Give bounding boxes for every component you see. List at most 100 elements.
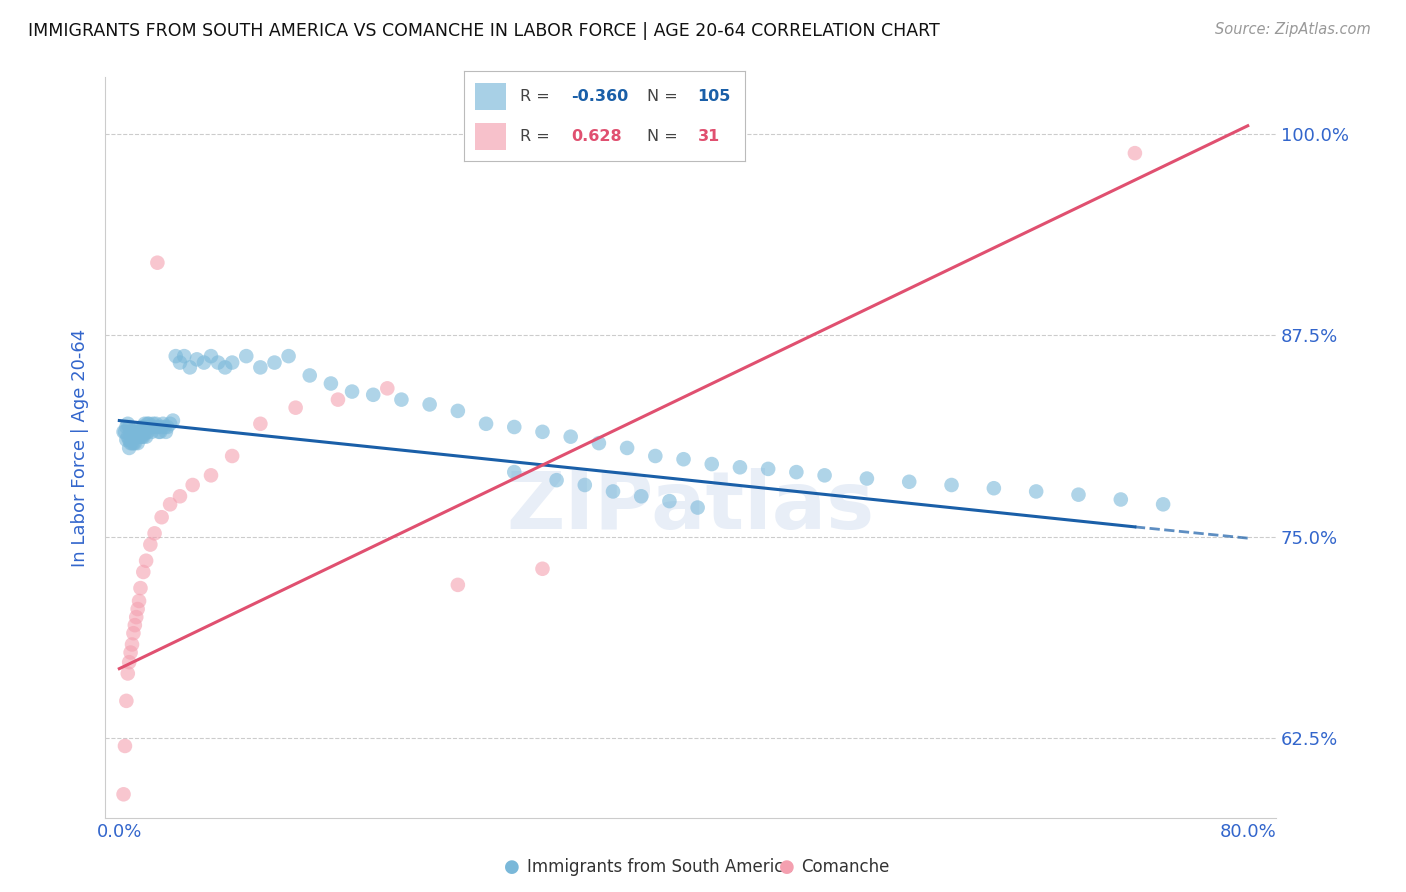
- Point: [340, 384, 363, 399]
- Point: [145, 417, 167, 431]
- Point: [146, 420, 169, 434]
- Point: [785, 465, 807, 479]
- Point: [125, 610, 148, 624]
- Point: [131, 420, 153, 434]
- Point: [630, 489, 652, 503]
- Point: [447, 578, 470, 592]
- Point: [114, 425, 136, 439]
- Point: [138, 417, 160, 431]
- Point: [856, 471, 879, 485]
- Point: [120, 425, 142, 439]
- Point: [121, 638, 143, 652]
- Point: [127, 602, 149, 616]
- Text: R =: R =: [520, 129, 560, 144]
- Point: [898, 475, 921, 489]
- Point: [124, 618, 146, 632]
- Y-axis label: In Labor Force | Age 20-64: In Labor Force | Age 20-64: [72, 329, 89, 567]
- Point: [193, 355, 215, 369]
- Point: [143, 526, 166, 541]
- Point: [214, 360, 236, 375]
- Point: [284, 401, 307, 415]
- Point: [221, 449, 243, 463]
- Point: [114, 739, 136, 753]
- Point: [124, 425, 146, 439]
- Point: [813, 468, 835, 483]
- Point: [125, 425, 148, 439]
- Point: [159, 417, 181, 431]
- Point: [672, 452, 695, 467]
- Point: [121, 436, 143, 450]
- Point: [128, 594, 150, 608]
- Point: [120, 433, 142, 447]
- Point: [165, 349, 187, 363]
- Point: [200, 468, 222, 483]
- Point: [143, 420, 166, 434]
- Point: [1123, 146, 1146, 161]
- Point: [531, 425, 554, 439]
- Point: [120, 436, 142, 450]
- Point: [118, 420, 141, 434]
- Point: [756, 462, 779, 476]
- Point: [574, 478, 596, 492]
- Point: [129, 430, 152, 444]
- Point: [125, 430, 148, 444]
- Point: [156, 420, 179, 434]
- Point: [728, 460, 751, 475]
- Point: [122, 626, 145, 640]
- Point: [326, 392, 349, 407]
- Point: [200, 349, 222, 363]
- Point: [135, 430, 157, 444]
- Point: [115, 420, 138, 434]
- Point: [139, 420, 162, 434]
- Point: [122, 425, 145, 439]
- Point: [391, 392, 413, 407]
- Point: [531, 562, 554, 576]
- Point: [136, 425, 159, 439]
- Point: [277, 349, 299, 363]
- Text: N =: N =: [647, 89, 683, 103]
- Point: [121, 430, 143, 444]
- Point: [602, 484, 624, 499]
- Text: Comanche: Comanche: [801, 858, 890, 876]
- Point: [588, 436, 610, 450]
- Point: [159, 497, 181, 511]
- Point: [148, 425, 170, 439]
- Text: Source: ZipAtlas.com: Source: ZipAtlas.com: [1215, 22, 1371, 37]
- Point: [122, 436, 145, 450]
- Text: ZIPatlas: ZIPatlas: [506, 468, 875, 546]
- Point: [134, 417, 156, 431]
- Point: [142, 417, 165, 431]
- Point: [658, 494, 681, 508]
- Point: [700, 457, 723, 471]
- Point: [941, 478, 963, 492]
- Point: [117, 417, 139, 431]
- Point: [118, 441, 141, 455]
- Point: [1025, 484, 1047, 499]
- Bar: [475, 83, 506, 110]
- Point: [134, 426, 156, 441]
- Point: [475, 417, 498, 431]
- Text: ●: ●: [505, 858, 520, 876]
- Point: [112, 787, 135, 801]
- Point: [112, 425, 135, 439]
- Point: [150, 420, 173, 434]
- Point: [173, 349, 195, 363]
- Point: [131, 430, 153, 444]
- Text: 0.628: 0.628: [571, 129, 621, 144]
- Point: [128, 425, 150, 439]
- Point: [132, 430, 155, 444]
- Point: [169, 489, 191, 503]
- Point: [447, 404, 470, 418]
- Point: [124, 436, 146, 450]
- Text: ●: ●: [779, 858, 794, 876]
- Point: [1109, 492, 1132, 507]
- Point: [361, 388, 384, 402]
- Point: [122, 430, 145, 444]
- Point: [149, 425, 172, 439]
- Point: [546, 473, 568, 487]
- Point: [129, 425, 152, 439]
- Point: [115, 694, 138, 708]
- Text: R =: R =: [520, 89, 555, 103]
- Point: [135, 420, 157, 434]
- Point: [263, 355, 285, 369]
